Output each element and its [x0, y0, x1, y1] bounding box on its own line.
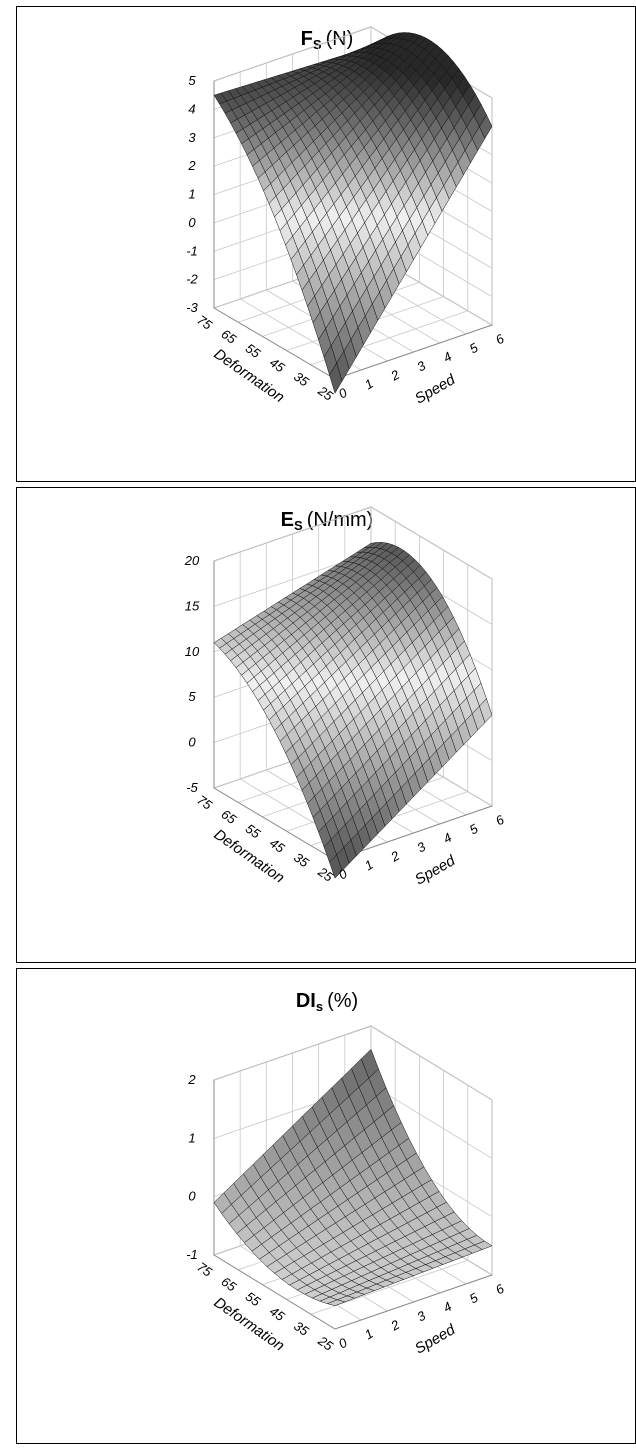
z-tick-label: -1: [186, 243, 198, 258]
z-tick-label: 10: [185, 644, 200, 659]
y-tick-label: 3: [414, 838, 428, 855]
y-tick-label: 1: [362, 857, 376, 874]
x-tick-label: 55: [243, 340, 264, 361]
y-tick-label: 4: [441, 349, 455, 366]
x-tick-label: 45: [267, 1303, 288, 1324]
x-tick-label: 25: [315, 1332, 337, 1354]
z-tick-label: 5: [188, 689, 196, 704]
x-tick-label: 35: [291, 369, 312, 390]
y-axis-label: Speed: [412, 1321, 459, 1358]
surface-cell: [329, 362, 343, 394]
floor-front-edges: [213, 1254, 493, 1330]
y-tick-label: 5: [467, 820, 481, 837]
x-tick-label: 35: [291, 1318, 312, 1339]
z-tick-label: 2: [187, 1072, 196, 1087]
y-tick-label: 2: [387, 1316, 402, 1333]
y-tick-label: 4: [441, 830, 455, 847]
surface-cell: [326, 1299, 346, 1306]
surface-mesh: [213, 1048, 493, 1306]
y-tick-label: 2: [387, 847, 402, 864]
z-tick-label: 15: [185, 598, 200, 613]
y-tick-label: 2: [387, 366, 402, 383]
z-tick-label: 20: [184, 553, 200, 568]
z-tick-label: -3: [186, 300, 198, 315]
y-tick-label: 3: [414, 357, 428, 374]
chart-panel-fs: FS (N) -3 -2 -1 0 1 2 3 4 5 75 65 55 45 35 25 0 1 2 3 4 5 6 Defo…: [16, 6, 636, 482]
z-ticks: -1 0 1 2: [186, 1072, 198, 1262]
z-ticks: -3 -2 -1 0 1 2 3 4 5: [186, 73, 198, 315]
x-tick-label: 35: [291, 850, 312, 871]
chart-title: ES (N/mm): [281, 509, 374, 533]
y-tick-label: 1: [362, 376, 376, 393]
surface-cell: [329, 854, 343, 879]
z-tick-label: 0: [188, 1189, 196, 1204]
x-tick-label: 65: [219, 806, 240, 827]
z-ticks: -5 0 5 10 15 20: [184, 553, 200, 795]
x-tick-label: 75: [194, 1259, 215, 1280]
y-tick-label: 0: [336, 865, 350, 882]
y-tick-label: 3: [414, 1307, 428, 1324]
y-tick-label: 4: [441, 1299, 455, 1316]
y-tick-label: 1: [362, 1326, 376, 1343]
chart-panel-es: ES (N/mm) -5 0 5 10 15 20 75 65 55 45 35 25 0 1 2 3 4 5 6 Def…: [16, 487, 636, 963]
y-tick-label: 5: [467, 339, 481, 356]
y-axis-label: Speed: [412, 852, 459, 889]
y-tick-label: 6: [493, 811, 507, 828]
x-tick-label: 75: [194, 312, 215, 333]
y-tick-label: 0: [336, 1334, 350, 1351]
x-tick-label: 45: [267, 835, 288, 856]
z-tick-label: -5: [186, 780, 198, 795]
y-tick-label: 6: [493, 1280, 507, 1297]
y-tick-label: 0: [336, 384, 350, 401]
chart-title: DIs (%): [296, 990, 358, 1014]
z-tick-label: 1: [188, 187, 195, 202]
z-tick-label: 4: [188, 101, 195, 116]
chart-panel-dis: DIs (%) -1 0 1 2 75 65 55 45 35 25 0 1 2 3 4 5 6 Deformatio…: [16, 968, 636, 1444]
surface-mesh: [213, 32, 493, 394]
y-tick-label: 6: [493, 330, 507, 347]
x-tick-label: 65: [219, 1274, 240, 1295]
chart-title: FS (N): [301, 28, 354, 52]
y-tick-label: 5: [467, 1289, 481, 1306]
z-tick-label: 0: [188, 215, 196, 230]
z-tick-label: -2: [186, 272, 198, 287]
surface-mesh: [213, 542, 493, 879]
x-tick-label: 55: [243, 821, 264, 842]
z-tick-label: 2: [187, 158, 196, 173]
x-tick-label: 55: [243, 1289, 264, 1310]
z-tick-label: 3: [188, 130, 196, 145]
x-tick-label: 65: [219, 326, 240, 347]
z-tick-label: -1: [186, 1247, 198, 1262]
z-tick-label: 0: [188, 735, 196, 750]
x-tick-label: 75: [194, 792, 215, 813]
z-tick-label: 5: [188, 73, 196, 88]
y-axis-label: Speed: [412, 371, 459, 408]
z-tick-label: 1: [188, 1130, 195, 1145]
x-tick-label: 45: [267, 355, 288, 376]
